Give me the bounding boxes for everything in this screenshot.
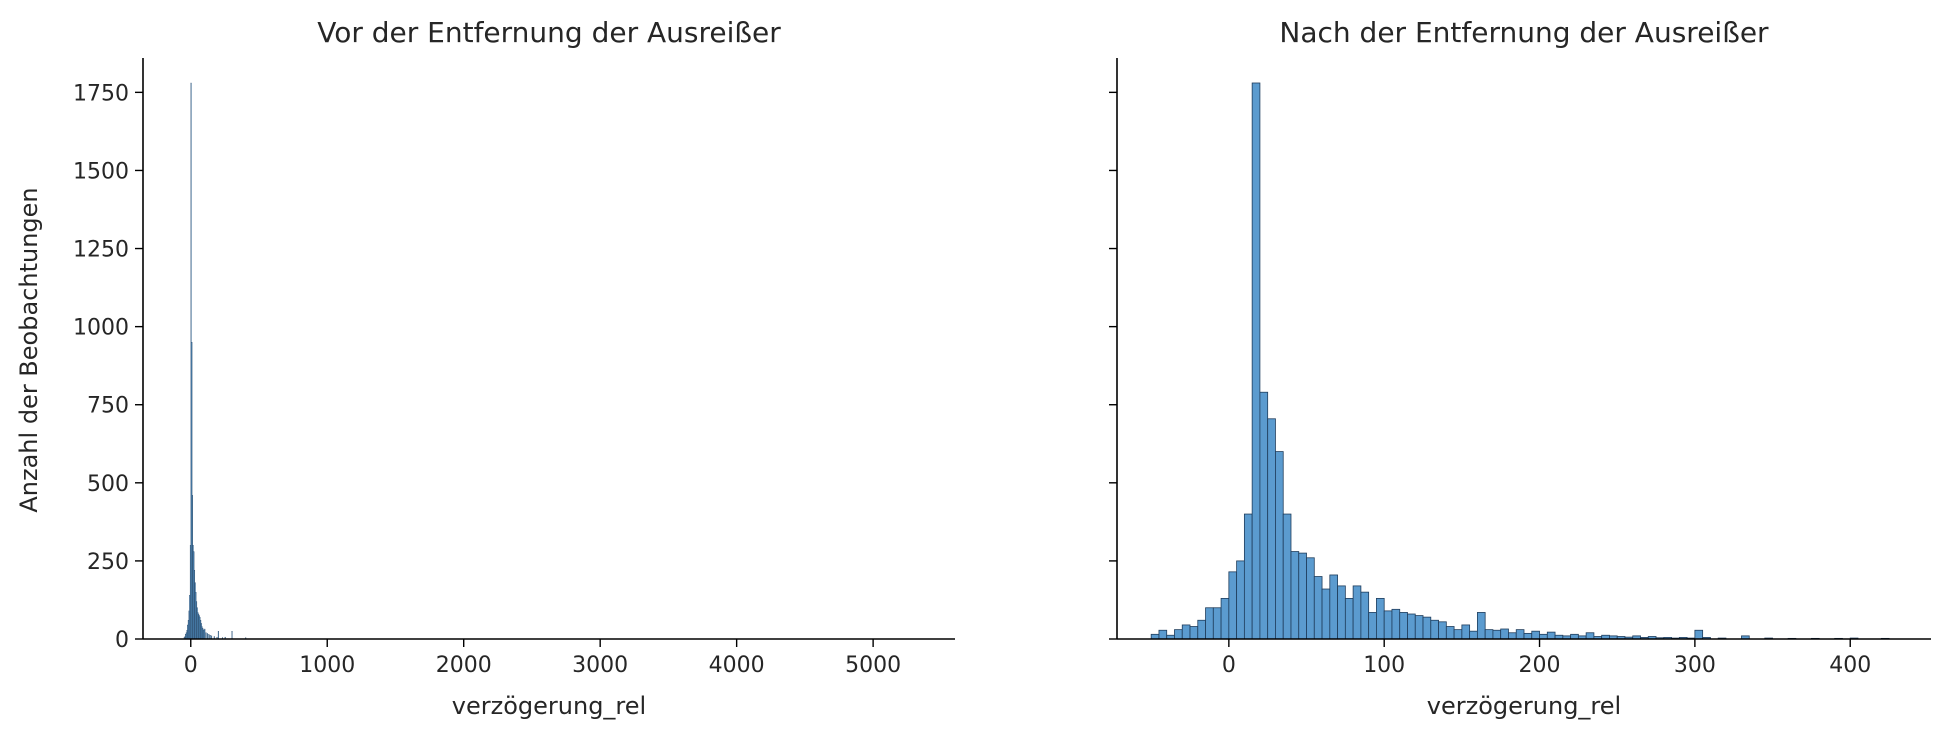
left-y-axis-label: Anzahl der Beobachtungen bbox=[15, 187, 43, 512]
histogram-bar bbox=[1438, 621, 1447, 640]
histogram-bar bbox=[1337, 585, 1346, 640]
histogram-bar bbox=[1220, 597, 1230, 640]
histogram-bar bbox=[1352, 585, 1362, 640]
right-chart-title: Nach der Entfernung der Ausreißer bbox=[1279, 16, 1769, 49]
histogram-bar bbox=[1430, 619, 1439, 640]
x-tick-label: 4000 bbox=[709, 653, 765, 678]
histogram-bar bbox=[1515, 629, 1525, 640]
histogram-bar bbox=[1523, 632, 1533, 640]
histogram-bar bbox=[1251, 82, 1261, 640]
histogram-bar bbox=[1360, 591, 1370, 640]
left-histogram-panel: Vor der Entfernung der Ausreißer 0 250 500… bbox=[15, 16, 955, 720]
histogram-bar bbox=[1422, 616, 1432, 640]
y-tick-label: 250 bbox=[87, 550, 129, 575]
histogram-bar bbox=[1546, 631, 1556, 640]
histogram-bar bbox=[1492, 629, 1502, 640]
histogram-bar bbox=[1212, 607, 1222, 640]
x-tick-label: 200 bbox=[1519, 653, 1561, 678]
histogram-bar bbox=[205, 632, 207, 640]
left-histogram-bars bbox=[183, 82, 247, 640]
y-tick-label: 750 bbox=[87, 394, 129, 419]
histogram-bar bbox=[1267, 418, 1276, 640]
histogram-bar bbox=[1484, 629, 1494, 640]
histogram-bar bbox=[1329, 574, 1338, 640]
y-tick-label: 1750 bbox=[73, 81, 129, 106]
histogram-bar bbox=[1469, 630, 1478, 640]
left-y-axis-ticks: 0 250 500 750 1000 1250 1500 1750 bbox=[73, 81, 143, 653]
histogram-bar bbox=[1391, 608, 1401, 640]
histogram-bar bbox=[1174, 629, 1183, 640]
histogram-bar bbox=[1243, 513, 1253, 640]
left-x-axis-label: verzögerung_rel bbox=[452, 692, 646, 720]
histogram-bar bbox=[1445, 626, 1455, 640]
y-tick-label: 1500 bbox=[73, 159, 129, 184]
y-tick-label: 0 bbox=[115, 628, 129, 653]
right-x-axis-label: verzögerung_rel bbox=[1427, 692, 1621, 720]
histogram-bar bbox=[1453, 629, 1463, 640]
histogram-bar bbox=[1236, 560, 1245, 640]
histogram-bar bbox=[1407, 613, 1416, 640]
histogram-bar bbox=[1197, 619, 1206, 640]
y-tick-label: 500 bbox=[87, 472, 129, 497]
x-tick-label: 300 bbox=[1674, 653, 1716, 678]
histogram-bar bbox=[231, 631, 233, 640]
x-tick-label: 0 bbox=[184, 653, 198, 678]
histogram-bar bbox=[1344, 597, 1354, 640]
histogram-bar bbox=[1189, 626, 1199, 640]
histogram-bar bbox=[1368, 612, 1377, 640]
y-tick-label: 1000 bbox=[73, 316, 129, 341]
histogram-bar bbox=[1228, 571, 1238, 640]
x-tick-label: 100 bbox=[1363, 653, 1405, 678]
right-x-axis-ticks: 0 100 200 300 400 bbox=[1222, 639, 1871, 678]
right-y-axis-ticks bbox=[1109, 91, 1117, 640]
x-tick-label: 400 bbox=[1829, 653, 1871, 678]
histogram-bar bbox=[1259, 391, 1269, 640]
histogram-bar bbox=[1306, 557, 1315, 640]
histogram-bar bbox=[1321, 588, 1331, 640]
histogram-bar bbox=[1531, 630, 1540, 640]
histogram-bar bbox=[1508, 632, 1517, 640]
x-tick-label: 0 bbox=[1222, 653, 1236, 678]
histogram-bar bbox=[1181, 624, 1191, 640]
histogram-bar bbox=[1585, 632, 1595, 640]
histogram-bar bbox=[1461, 624, 1471, 640]
x-tick-label: 3000 bbox=[572, 653, 628, 678]
histogram-bar bbox=[1282, 513, 1292, 640]
histogram-bar bbox=[1158, 629, 1168, 640]
left-x-axis-ticks: 0 1000 2000 3000 4000 5000 bbox=[184, 639, 901, 678]
histogram-bar bbox=[1414, 615, 1424, 640]
histogram-bar bbox=[1399, 612, 1408, 640]
histogram-bar bbox=[1298, 552, 1307, 640]
right-histogram-panel: Nach der Entfernung der Ausreißer 0 100 20… bbox=[1109, 16, 1931, 720]
histogram-bar bbox=[1290, 551, 1300, 640]
x-tick-label: 2000 bbox=[436, 653, 492, 678]
right-histogram-bars bbox=[1150, 82, 1890, 640]
histogram-bar bbox=[206, 633, 208, 640]
y-tick-label: 1250 bbox=[73, 238, 129, 263]
histogram-bar bbox=[1205, 607, 1214, 640]
histogram-bar bbox=[1376, 597, 1385, 640]
histogram-bar bbox=[1476, 612, 1486, 640]
histogram-bar bbox=[1694, 629, 1704, 640]
left-chart-title: Vor der Entfernung der Ausreißer bbox=[317, 16, 781, 49]
x-tick-label: 1000 bbox=[299, 653, 355, 678]
histogram-bar bbox=[204, 628, 206, 640]
histogram-bar bbox=[217, 631, 219, 640]
histogram-bar bbox=[1383, 610, 1393, 640]
histogram-bar bbox=[1313, 576, 1323, 640]
histogram-bar bbox=[1275, 451, 1284, 640]
histogram-bar bbox=[1500, 628, 1509, 640]
x-tick-label: 5000 bbox=[845, 653, 901, 678]
